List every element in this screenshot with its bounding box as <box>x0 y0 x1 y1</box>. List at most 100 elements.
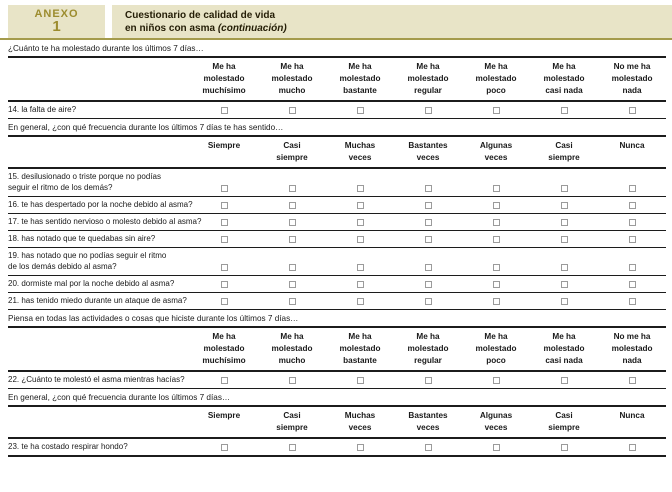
checkbox-cell <box>190 292 258 310</box>
checkbox-cell <box>190 247 258 276</box>
checkbox[interactable] <box>628 185 636 192</box>
checkbox-cell <box>190 101 258 119</box>
checkbox[interactable] <box>628 202 636 209</box>
checkbox[interactable] <box>628 444 636 451</box>
checkbox-cell <box>258 371 326 389</box>
checkbox-cell <box>394 101 462 119</box>
options-row: Me ha molestado muchísimo Me ha molestado… <box>8 57 667 102</box>
question-label: 21. has tenido miedo durante un ataque d… <box>8 292 190 310</box>
checkbox-cell <box>258 168 326 197</box>
question-label: 16. te has despertado por la noche debid… <box>8 196 193 214</box>
question-row: 18. has notado que te quedabas sin aire? <box>8 230 667 248</box>
checkbox[interactable] <box>220 444 228 451</box>
option-header: Nunca <box>598 136 667 169</box>
checkbox[interactable] <box>220 236 228 243</box>
checkbox-cell <box>326 101 394 119</box>
checkbox[interactable] <box>628 377 636 384</box>
checkbox[interactable] <box>628 219 636 226</box>
checkbox[interactable] <box>492 281 500 288</box>
checkbox[interactable] <box>424 219 432 226</box>
checkbox[interactable] <box>628 298 636 305</box>
option-header: Me ha molestado poco <box>462 57 530 102</box>
checkbox[interactable] <box>492 444 500 451</box>
checkbox[interactable] <box>492 264 500 271</box>
checkbox[interactable] <box>628 281 636 288</box>
checkbox[interactable] <box>288 377 296 384</box>
checkbox[interactable] <box>220 281 228 288</box>
checkbox[interactable] <box>288 298 296 305</box>
checkbox[interactable] <box>628 264 636 271</box>
blank-cell <box>8 57 190 102</box>
option-header: Siempre <box>190 406 258 439</box>
checkbox-cell <box>598 371 667 389</box>
checkbox[interactable] <box>288 281 296 288</box>
checkbox-cell <box>462 275 530 293</box>
checkbox[interactable] <box>356 377 364 384</box>
checkbox[interactable] <box>492 185 500 192</box>
checkbox[interactable] <box>560 377 568 384</box>
checkbox[interactable] <box>356 298 364 305</box>
checkbox[interactable] <box>492 202 500 209</box>
checkbox[interactable] <box>492 377 500 384</box>
option-header: Casi siempre <box>258 406 326 439</box>
checkbox[interactable] <box>356 264 364 271</box>
checkbox-cell <box>190 371 258 389</box>
checkbox[interactable] <box>288 202 296 209</box>
checkbox[interactable] <box>492 298 500 305</box>
checkbox[interactable] <box>560 107 568 114</box>
checkbox[interactable] <box>424 444 432 451</box>
checkbox[interactable] <box>288 219 296 226</box>
checkbox[interactable] <box>560 444 568 451</box>
checkbox[interactable] <box>356 281 364 288</box>
option-header: Me ha molestado poco <box>462 327 530 372</box>
checkbox[interactable] <box>560 281 568 288</box>
checkbox[interactable] <box>288 264 296 271</box>
checkbox[interactable] <box>288 444 296 451</box>
checkbox[interactable] <box>424 264 432 271</box>
option-header: Me ha molestado regular <box>394 327 462 372</box>
checkbox[interactable] <box>628 236 636 243</box>
checkbox[interactable] <box>356 202 364 209</box>
checkbox[interactable] <box>560 236 568 243</box>
checkbox[interactable] <box>220 219 228 226</box>
checkbox[interactable] <box>424 185 432 192</box>
checkbox[interactable] <box>424 236 432 243</box>
checkbox[interactable] <box>356 236 364 243</box>
checkbox[interactable] <box>356 219 364 226</box>
option-header: Bastantes veces <box>394 406 462 439</box>
checkbox[interactable] <box>560 264 568 271</box>
checkbox[interactable] <box>560 219 568 226</box>
checkbox[interactable] <box>560 202 568 209</box>
section-row: En general, ¿con qué frecuencia durante … <box>8 388 667 407</box>
section-text: En general, ¿con qué frecuencia durante … <box>8 388 667 407</box>
checkbox[interactable] <box>424 202 432 209</box>
checkbox-cell <box>598 101 667 119</box>
checkbox[interactable] <box>220 202 228 209</box>
checkbox[interactable] <box>356 185 364 192</box>
checkbox[interactable] <box>288 236 296 243</box>
checkbox[interactable] <box>492 236 500 243</box>
checkbox-cell <box>394 371 462 389</box>
checkbox[interactable] <box>220 377 228 384</box>
checkbox-cell <box>530 292 598 310</box>
checkbox[interactable] <box>628 107 636 114</box>
option-header: Siempre <box>190 136 258 169</box>
checkbox[interactable] <box>560 298 568 305</box>
checkbox[interactable] <box>288 185 296 192</box>
checkbox[interactable] <box>492 107 500 114</box>
checkbox[interactable] <box>424 377 432 384</box>
checkbox[interactable] <box>356 107 364 114</box>
checkbox[interactable] <box>492 219 500 226</box>
checkbox-cell <box>190 230 258 248</box>
checkbox[interactable] <box>220 185 228 192</box>
checkbox[interactable] <box>424 298 432 305</box>
checkbox[interactable] <box>288 107 296 114</box>
checkbox[interactable] <box>220 264 228 271</box>
checkbox[interactable] <box>560 185 568 192</box>
checkbox[interactable] <box>424 107 432 114</box>
checkbox-cell <box>394 196 462 214</box>
checkbox[interactable] <box>220 298 228 305</box>
checkbox[interactable] <box>424 281 432 288</box>
checkbox[interactable] <box>356 444 364 451</box>
checkbox[interactable] <box>220 107 228 114</box>
